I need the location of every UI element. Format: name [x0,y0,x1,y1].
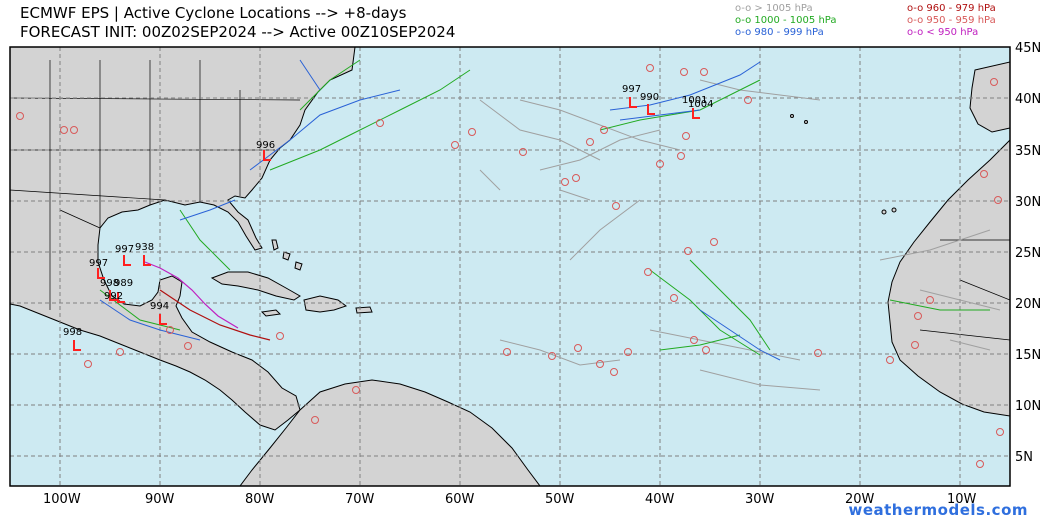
pressure-label: 994 [150,301,169,312]
lat-label: 40N [1015,92,1041,107]
jamaica [260,309,282,317]
lon-label: 10W [947,492,977,507]
canary-island [881,209,887,215]
south-america-land [239,379,541,486]
storm-L-symbols [73,97,700,351]
map-subtitle: FORECAST INIT: 00Z02SEP2024 --> Active 0… [20,23,456,41]
pressure-label: 998 [63,327,82,338]
lon-label: 80W [245,492,275,507]
lon-label: 50W [545,492,575,507]
lon-label: 60W [445,492,475,507]
lat-label: 45N [1015,41,1041,56]
canary-island [891,207,897,213]
legend-item: o-o 1000 - 1005 hPa [735,15,837,26]
legend-right: o-o 960 - 979 hPa o-o 950 - 959 hPa o-o … [907,3,996,39]
legend-item: o-o < 950 hPa [907,27,979,38]
storm-markers [16,64,1004,468]
pressure-labels: 997 990 1001 1004 996 997 938 997 998 98… [63,84,713,338]
tracks-magenta [144,261,239,329]
legend-item: o-o > 1005 hPa [735,3,813,14]
lat-label: 25N [1015,246,1041,261]
lon-labels: 100W 90W 80W 70W 60W 50W 40W 30W 20W 10W [43,492,977,507]
tracks-gray [479,79,1001,391]
puerto-rico [355,306,373,314]
lat-label: 20N [1015,297,1041,312]
pressure-label: 997 [622,84,641,95]
lon-label: 30W [745,492,775,507]
legend-item: o-o 960 - 979 hPa [907,3,996,14]
pressure-label: 989 [114,278,133,289]
pressure-label: 1001 [682,95,707,106]
watermark[interactable]: weathermodels.com [848,501,1028,519]
tracks-darkred [159,289,271,341]
pressure-label: 1004 [688,99,713,110]
pressure-label: 996 [256,140,275,151]
lat-label: 30N [1015,195,1041,210]
legend-left: o-o > 1005 hPa o-o 1000 - 1005 hPa o-o 9… [735,3,836,39]
pressure-label: 990 [640,92,659,103]
lat-label: 35N [1015,144,1041,159]
lon-label: 20W [845,492,875,507]
azores-island [790,114,794,118]
map-title: ECMWF EPS | Active Cyclone Locations -->… [20,4,407,22]
lat-label: 10N [1015,399,1041,414]
azores-island [804,120,808,124]
legend-item: o-o 950 - 959 hPa [907,15,996,26]
bahamas [271,239,303,271]
pressure-label: 992 [104,291,123,302]
north-america-land [10,47,356,431]
map-frame [9,46,1011,487]
pressure-label: 938 [135,242,154,253]
pressure-label: 997 [115,244,134,255]
lon-label: 40W [645,492,675,507]
lon-label: 70W [345,492,375,507]
lon-label: 100W [43,492,81,507]
legend-item: o-o 980 - 999 hPa [735,27,824,38]
lat-labels: 45N 40N 35N 30N 25N 20N 15N 10N 5N [1015,41,1041,465]
lat-label: 15N [1015,348,1041,363]
cuba [210,271,301,301]
grid-lines [10,47,1010,486]
iberia-land [969,61,1010,133]
lon-label: 90W [145,492,175,507]
pressure-label: 997 [89,258,108,269]
pressure-label: 998 [100,278,119,289]
hispaniola [303,295,348,313]
lat-label: 5N [1015,450,1033,465]
